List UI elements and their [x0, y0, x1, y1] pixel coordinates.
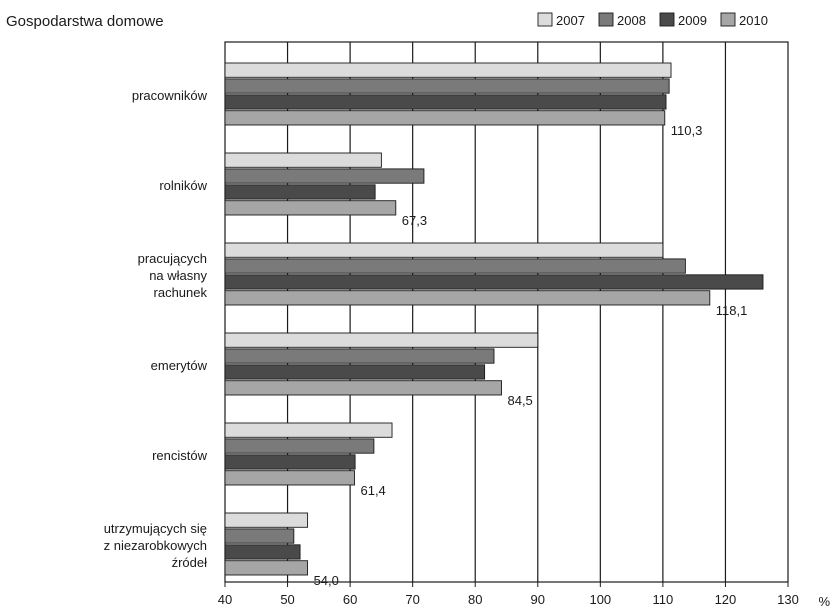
category-label: rolników: [159, 178, 207, 193]
bar: [224, 168, 425, 184]
data-label: 67,3: [402, 213, 427, 228]
category-label: źródeł: [172, 555, 208, 570]
bar: [224, 184, 376, 200]
x-tick-label: 130: [777, 592, 799, 607]
legend-swatch: [659, 12, 675, 27]
x-tick-label: 40: [218, 592, 232, 607]
legend-swatch: [598, 12, 614, 27]
x-tick-label: 110: [653, 592, 674, 607]
category-labels: pracowników rolników pracujących na własny r…: [104, 88, 208, 570]
bar: [224, 470, 355, 486]
bar: [224, 258, 686, 274]
bar: [224, 62, 672, 78]
bars: [224, 62, 764, 576]
x-tick-labels: 40 50 60 70 80 90 100 110 120 130: [218, 592, 799, 607]
legend-label: 2010: [739, 13, 768, 28]
bar: [224, 348, 495, 364]
bar: [224, 110, 666, 126]
legend-label: 2009: [678, 13, 707, 28]
bar: [224, 512, 309, 528]
legend-swatch: [720, 12, 736, 27]
plot-frame: [224, 41, 789, 583]
bar: [224, 438, 375, 454]
x-tick-label: 80: [468, 592, 482, 607]
bar: [224, 454, 356, 470]
bar: [224, 364, 486, 380]
bar: [224, 152, 382, 168]
category-label: pracowników: [132, 88, 208, 103]
x-tick-label: 70: [405, 592, 419, 607]
legend-swatch: [537, 12, 553, 27]
data-labels: 110,3 67,3 118,1 84,5 61,4 54,0: [314, 123, 748, 588]
category-label: rencistów: [152, 448, 208, 463]
data-label: 110,3: [671, 123, 703, 138]
data-label: 84,5: [507, 393, 532, 408]
bar: [224, 544, 301, 560]
chart-title: Gospodarstwa domowe: [6, 13, 164, 30]
bar: [224, 332, 539, 348]
data-label: 118,1: [716, 303, 748, 318]
bar: [224, 528, 295, 544]
bar: [224, 78, 670, 94]
x-tick-label: 60: [343, 592, 357, 607]
x-tick-label: 90: [531, 592, 545, 607]
legend: 2007 2008 2009 2010: [537, 12, 768, 28]
category-label: utrzymujących się: [104, 521, 207, 536]
x-tick-label: 50: [280, 592, 294, 607]
x-tick-label: 100: [589, 592, 611, 607]
x-tick-label: 120: [715, 592, 737, 607]
bar: [224, 422, 393, 438]
category-label: na własny: [149, 268, 207, 283]
data-label: 61,4: [360, 483, 385, 498]
legend-label: 2007: [556, 13, 585, 28]
data-label: 54,0: [314, 573, 339, 588]
bar: [224, 290, 711, 306]
category-label: rachunek: [154, 285, 208, 300]
bar: [224, 274, 764, 290]
bar: [224, 560, 309, 576]
bar: [224, 380, 502, 396]
category-label: emerytów: [151, 358, 208, 373]
bar: [224, 94, 667, 110]
legend-label: 2008: [617, 13, 646, 28]
category-label: z niezarobkowych: [104, 538, 207, 553]
bar: [224, 242, 664, 258]
bar: [224, 200, 397, 216]
x-axis-unit: %: [818, 594, 830, 609]
grid: [224, 41, 789, 587]
category-label: pracujących: [138, 251, 207, 266]
